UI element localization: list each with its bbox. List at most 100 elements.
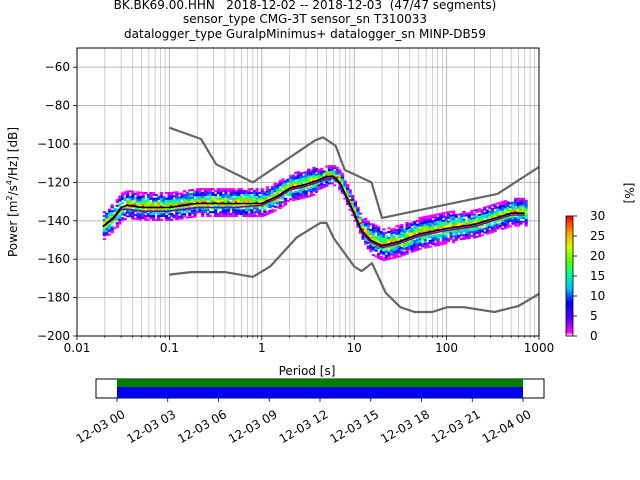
psd-cell	[480, 209, 484, 212]
psd-cell	[511, 218, 515, 221]
psd-cell	[177, 200, 182, 203]
psd-cell	[433, 225, 438, 228]
psd-cell	[154, 203, 158, 206]
psd-cell	[457, 219, 461, 222]
psd-cell	[239, 188, 244, 191]
psd-cell	[294, 196, 298, 199]
psd-cell	[374, 230, 378, 233]
colorbar-tick-label: 30	[590, 209, 605, 223]
psd-cell	[309, 171, 314, 174]
psd-cell	[149, 213, 153, 216]
psd-cell	[273, 186, 277, 189]
psd-cell	[493, 203, 497, 206]
psd-cell	[423, 221, 427, 224]
psd-cell	[278, 201, 282, 204]
psd-cell	[291, 193, 295, 196]
psd-cell	[281, 201, 285, 204]
psd-cell	[110, 231, 114, 234]
psd-cell	[128, 196, 132, 199]
psd-cell	[133, 198, 138, 201]
psd-cell	[312, 168, 316, 171]
psd-cell	[387, 254, 391, 257]
psd-cell	[410, 243, 414, 246]
psd-cell	[188, 193, 192, 196]
psd-cell	[221, 193, 226, 196]
psd-cell	[503, 225, 508, 228]
psd-cell	[488, 204, 492, 207]
psd-cell	[413, 245, 417, 248]
psd-cell	[193, 215, 197, 218]
psd-cell	[198, 205, 202, 208]
psd-cell	[519, 216, 523, 219]
psd-cell	[338, 173, 342, 176]
psd-cell	[477, 219, 482, 222]
psd-cell	[301, 179, 306, 182]
psd-cell	[446, 220, 451, 223]
psd-cell	[276, 189, 280, 192]
psd-cell	[501, 204, 505, 207]
psd-cell	[182, 215, 187, 218]
psd-cell	[208, 201, 213, 204]
psd-cell	[431, 243, 435, 246]
psd-cell	[296, 173, 301, 176]
psd-cell	[366, 230, 370, 233]
psd-cell	[322, 170, 326, 173]
psd-cell	[400, 250, 404, 253]
psd-cell	[250, 209, 254, 212]
psd-cell	[299, 182, 303, 185]
psd-cell	[322, 185, 326, 188]
psd-cell	[516, 203, 521, 206]
psd-cell	[433, 242, 438, 245]
psd-cell	[462, 222, 466, 225]
psd-cell	[309, 169, 314, 172]
psd-cell	[206, 193, 210, 196]
psd-cell	[250, 195, 254, 198]
x-axis-label: Period [s]	[279, 364, 336, 378]
psd-cell	[250, 213, 254, 216]
psd-cell	[105, 226, 109, 229]
psd-cell	[193, 200, 197, 203]
psd-cell	[278, 180, 282, 183]
psd-cell	[508, 219, 513, 222]
psd-cell	[289, 194, 293, 197]
psd-cell	[175, 200, 179, 203]
psd-cell	[281, 205, 285, 208]
psd-cell	[524, 211, 528, 214]
psd-cell	[304, 173, 308, 176]
psd-cell	[312, 186, 316, 189]
psd-cell	[107, 214, 112, 217]
psd-cell	[198, 197, 202, 200]
psd-cell	[379, 231, 383, 234]
psd-cell	[219, 197, 223, 200]
psd-cell	[136, 204, 140, 207]
psd-cell	[214, 215, 218, 218]
psd-cell	[470, 230, 474, 233]
psd-cell	[170, 203, 174, 206]
psd-cell	[141, 207, 145, 210]
psd-cell	[400, 225, 404, 228]
psd-cell	[234, 197, 239, 200]
psd-cell	[441, 216, 445, 219]
psd-cell	[198, 192, 202, 194]
psd-cell	[170, 218, 174, 221]
psd-cell	[138, 205, 143, 208]
psd-cell	[175, 193, 179, 196]
psd-cell	[488, 231, 492, 234]
psd-cell	[157, 197, 161, 200]
psd-cell	[151, 205, 156, 208]
psd-cell	[519, 222, 523, 225]
psd-cell	[418, 228, 422, 231]
psd-cell	[436, 220, 440, 223]
psd-cell	[182, 213, 187, 216]
psd-cell	[369, 230, 373, 233]
psd-cell	[307, 189, 311, 192]
psd-cell	[201, 199, 205, 202]
psd-cell	[366, 233, 370, 236]
psd-cell	[120, 219, 125, 222]
psd-cell	[470, 217, 474, 220]
psd-cell	[464, 233, 469, 236]
psd-cell	[351, 196, 355, 199]
psd-cell	[519, 215, 523, 218]
psd-cell	[377, 233, 381, 236]
